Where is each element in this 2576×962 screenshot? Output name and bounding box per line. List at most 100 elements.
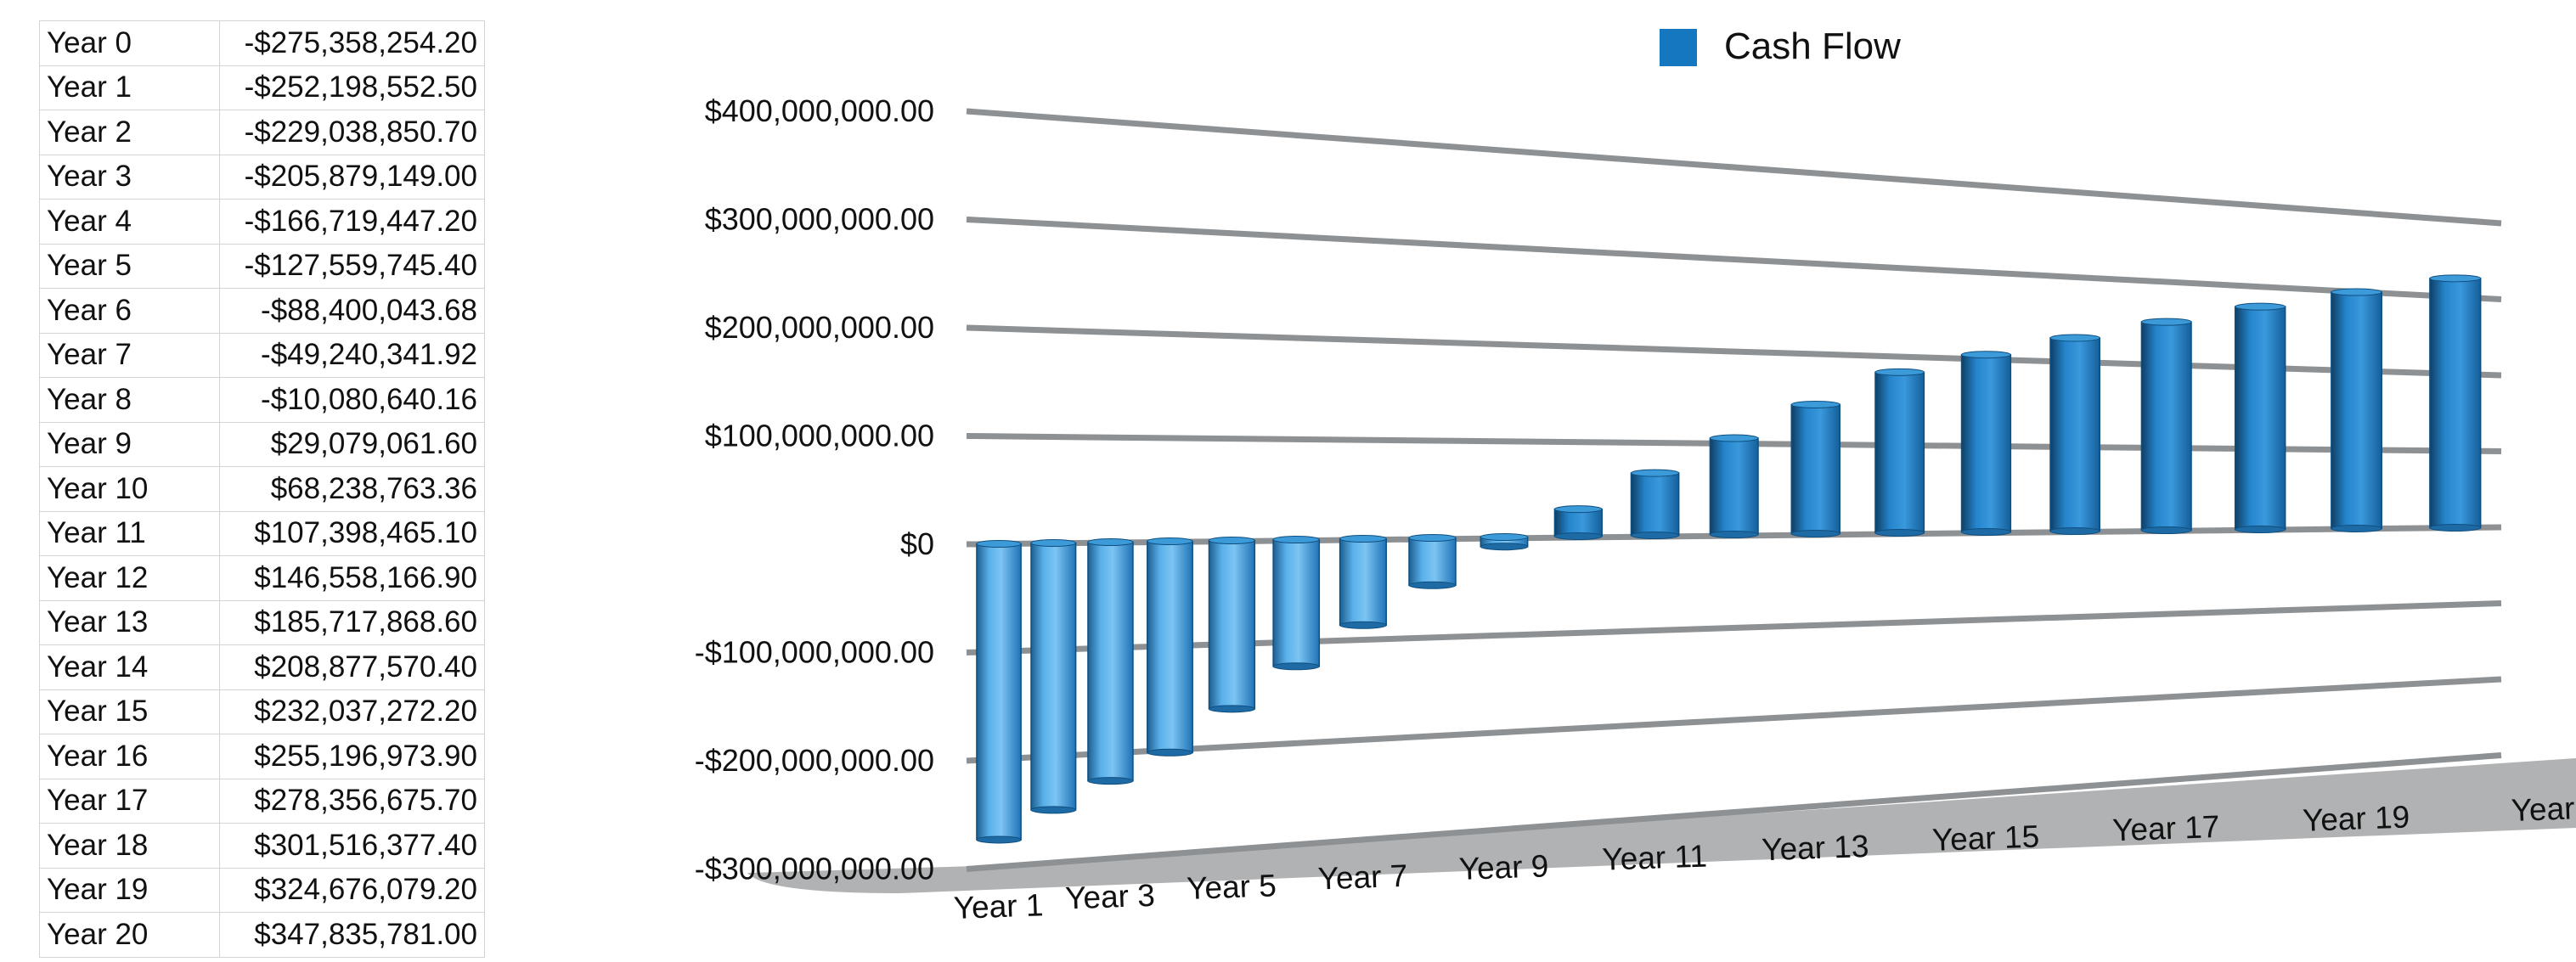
row-cash-flow-value: -$10,080,640.16: [219, 377, 485, 423]
x-tick-label: Year 7: [1317, 858, 1408, 897]
gridline: [966, 108, 2502, 227]
gridline: [966, 676, 2502, 764]
bar-bottom: [1272, 662, 1320, 671]
cash-flow-table: Year 0 -$275,358,254.20 Year 1 -$252,198,55…: [39, 20, 485, 958]
bar-top: [2140, 318, 2192, 326]
bar-top: [1087, 538, 1134, 546]
bar-top: [1553, 505, 1603, 514]
bar-body: [2140, 321, 2192, 532]
x-tick-label: Year 17: [2112, 809, 2221, 847]
row-year-label: Year 8: [39, 377, 220, 423]
bar-bottom: [2331, 525, 2382, 532]
row-cash-flow-value: $232,037,272.20: [219, 689, 485, 734]
bar: [1408, 534, 1457, 589]
row-year-label: Year 1: [39, 65, 220, 110]
row-cash-flow-value: $107,398,465.10: [219, 510, 485, 556]
table-row: Year 9 $29,079,061.60: [39, 421, 485, 467]
row-cash-flow-value: $146,558,166.90: [219, 555, 485, 601]
bar-top: [1272, 536, 1320, 543]
chart-floor-shadow: [747, 758, 2576, 893]
bar-top: [1480, 533, 1529, 541]
bar: [1960, 351, 2012, 536]
row-cash-flow-value: -$49,240,341.92: [219, 332, 485, 378]
bar-bottom: [1630, 532, 1680, 539]
table-row: Year 11 $107,398,465.10: [39, 510, 485, 556]
row-cash-flow-value: -$88,400,043.68: [219, 288, 485, 334]
bar-body: [1208, 539, 1256, 710]
y-tick-label: $200,000,000.00: [705, 310, 934, 345]
row-year-label: Year 20: [39, 912, 220, 958]
y-tick-label: -$200,000,000.00: [695, 743, 934, 778]
row-cash-flow-value: $68,238,763.36: [219, 466, 485, 512]
bar-bottom: [2049, 527, 2100, 535]
gridline: [966, 752, 2502, 872]
bar: [2429, 274, 2482, 532]
row-year-label: Year 10: [39, 466, 220, 512]
table-row: Year 2 -$229,038,850.70: [39, 110, 485, 155]
bar-body: [1960, 353, 2012, 533]
table-row: Year 13 $185,717,868.60: [39, 599, 485, 645]
table-row: Year 8 -$10,080,640.16: [39, 377, 485, 423]
bar: [1874, 368, 1925, 537]
bar: [1208, 537, 1256, 713]
x-tick-label: Year 11: [1602, 838, 1708, 876]
table-row: Year 4 -$166,719,447.20: [39, 199, 485, 245]
x-axis-ticks: Year 1 Year 3 Year 5 Year 7 Year 9 Year 11 Yea…: [953, 790, 2576, 925]
x-tick-label: Year 5: [1186, 868, 1277, 906]
bar-top: [1147, 537, 1193, 545]
bar-body: [1630, 472, 1680, 537]
table-row: Year 19 $324,676,079.20: [39, 867, 485, 913]
row-year-label: Year 14: [39, 644, 220, 690]
row-year-label: Year 17: [39, 778, 220, 824]
table-row: Year 15 $232,037,272.20: [39, 689, 485, 734]
bar-body: [1339, 537, 1387, 627]
row-year-label: Year 4: [39, 199, 220, 245]
bar-bottom: [1553, 532, 1603, 540]
bar: [1480, 533, 1529, 551]
row-cash-flow-value: $278,356,675.70: [219, 778, 485, 824]
row-cash-flow-value: $255,196,973.90: [219, 734, 485, 779]
bar-bottom: [2140, 526, 2192, 534]
row-cash-flow-value: $29,079,061.60: [219, 421, 485, 467]
table-row: Year 12 $146,558,166.90: [39, 555, 485, 601]
legend-swatch-cash-flow: [1660, 29, 1697, 66]
table-row: Year 10 $68,238,763.36: [39, 466, 485, 512]
bar: [1087, 538, 1134, 785]
bar-bottom: [1209, 705, 1255, 713]
bar-body: [976, 543, 1022, 841]
bar-bottom: [1480, 543, 1529, 551]
row-year-label: Year 0: [39, 20, 220, 66]
bar-body: [2331, 291, 2383, 530]
bar-top: [2049, 334, 2100, 342]
bar-body: [1087, 541, 1134, 782]
bar-body: [1790, 403, 1840, 535]
bar: [2049, 334, 2101, 535]
row-cash-flow-value: -$205,879,149.00: [219, 154, 485, 200]
bar-body: [1272, 538, 1321, 667]
row-year-label: Year 18: [39, 823, 220, 869]
bar-bottom: [1087, 777, 1134, 785]
table-row: Year 0 -$275,358,254.20: [39, 20, 485, 66]
gridline: [966, 217, 2502, 302]
gridline: [966, 600, 2502, 655]
bar-body: [1709, 437, 1759, 536]
bar-body: [1408, 537, 1457, 587]
bar: [1553, 505, 1603, 540]
bar: [1630, 469, 1680, 539]
bar-top: [1874, 368, 1925, 376]
bar: [1339, 535, 1387, 629]
bar-top: [2331, 288, 2382, 296]
y-tick-label: $0: [900, 526, 934, 561]
bar: [1709, 434, 1759, 538]
row-cash-flow-value: -$127,559,745.40: [219, 243, 485, 289]
row-cash-flow-value: $185,717,868.60: [219, 599, 485, 645]
bar-top: [1408, 534, 1457, 542]
bar-bottom: [1030, 806, 1077, 814]
bar: [976, 540, 1022, 844]
table-row: Year 20 $347,835,781.00: [39, 912, 485, 958]
bar-body: [1553, 508, 1603, 537]
y-tick-label: -$100,000,000.00: [695, 635, 934, 670]
bar: [2234, 302, 2286, 533]
bar-top: [2235, 302, 2286, 311]
